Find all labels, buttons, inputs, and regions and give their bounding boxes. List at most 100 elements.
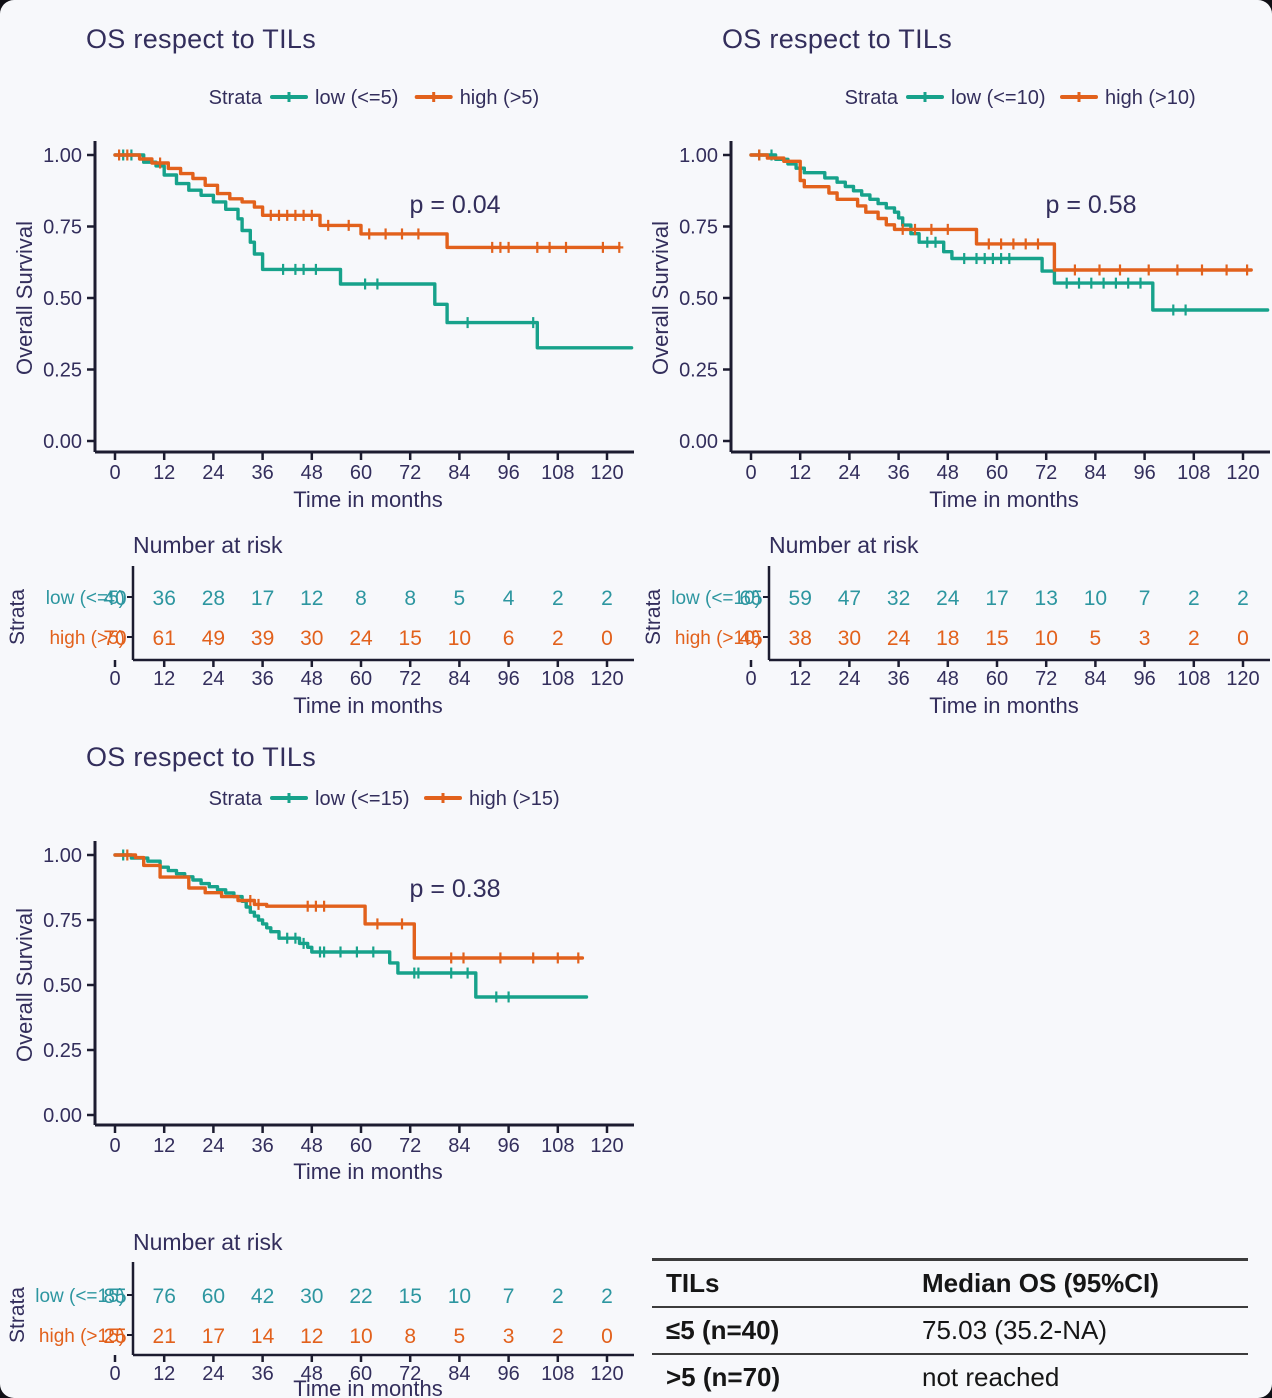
median-os-table-head: TILs Median OS (95%CI) <box>652 1258 1248 1308</box>
risk-strata-axis-title: Strata <box>642 589 665 645</box>
risk-x-tick-label: 24 <box>838 668 860 690</box>
legend-item-low: low (<=10) <box>906 87 1046 109</box>
risk-count: 47 <box>838 587 861 610</box>
x-tick-label: 0 <box>109 462 120 484</box>
risk-count: 8 <box>355 587 367 610</box>
x-tick-label: 12 <box>153 1135 175 1157</box>
risk-x-tick-label: 72 <box>399 668 421 690</box>
risk-x-tick-label: 84 <box>1084 668 1106 690</box>
legend-label: low (<=5) <box>315 87 398 109</box>
legend-item-high: high (>5) <box>414 87 540 109</box>
risk-count: 17 <box>985 587 1008 610</box>
risk-count: 6 <box>503 627 515 650</box>
risk-count: 12 <box>300 1325 323 1348</box>
risk-row-low: low (<=5)40 36 28 17 12 8 8 5 4 2 2 <box>46 587 613 610</box>
x-tick-label: 84 <box>1084 462 1106 484</box>
plot-title: OS respect to TILs <box>86 742 316 772</box>
censor-marks-high <box>755 149 1252 276</box>
risk-row-label: high (>10) <box>675 628 761 649</box>
legend-item-low: low (<=5) <box>270 87 398 109</box>
risk-row-low: low (<=15)85 76 60 42 30 22 15 10 7 2 2 <box>35 1285 613 1308</box>
x-tick-label: 48 <box>301 1135 323 1157</box>
risk-x-tick-label: 12 <box>789 668 811 690</box>
p-value: p = 0.58 <box>1045 191 1136 219</box>
x-axis-title: Time in months <box>293 487 443 512</box>
median-os-table-body: ≤5 (n=40) 75.03 (35.2-NA) >5 (n=70) not rea… <box>652 1307 1248 1398</box>
table-header-cell: Median OS (95%CI) <box>908 1258 1248 1308</box>
x-tick-label: 120 <box>1226 462 1259 484</box>
censor-marks-low <box>119 149 538 329</box>
risk-count: 59 <box>789 587 812 610</box>
x-tick-label: 96 <box>497 462 519 484</box>
risk-count: 10 <box>1084 587 1107 610</box>
km-panel-tils5: Strata low (<=5) high (>5) p = 0.04 1.00 0.75… <box>0 0 636 728</box>
risk-count: 2 <box>1237 587 1249 610</box>
risk-count: 8 <box>404 587 416 610</box>
y-tick-label: 1.00 <box>43 845 82 867</box>
risk-count: 32 <box>887 587 910 610</box>
risk-row-high: high (>10)45 38 30 24 18 15 10 5 3 2 0 <box>675 627 1249 650</box>
legend-label: low (<=10) <box>951 87 1046 109</box>
risk-x-tick-label: 108 <box>1177 668 1210 690</box>
km-plot-tils5: Strata low (<=5) high (>5) p = 0.04 1.00 0.75… <box>6 87 634 718</box>
risk-x-tick-label: 0 <box>109 668 120 690</box>
km-step-line <box>749 153 1270 312</box>
risk-x-tick-label: 120 <box>1226 668 1259 690</box>
risk-count: 30 <box>300 1285 323 1308</box>
risk-count: 21 <box>153 1325 176 1348</box>
risk-x-tick-label: 120 <box>590 668 623 690</box>
risk-x-tick-label: 60 <box>986 668 1008 690</box>
y-tick-label: 0.75 <box>43 910 82 932</box>
censor-marks-low <box>119 849 513 1003</box>
table-row: >5 (n=70) not reached <box>652 1354 1248 1398</box>
risk-x-tick-label: 24 <box>202 668 224 690</box>
risk-count: 10 <box>448 1285 471 1308</box>
y-tick-label: 0.25 <box>679 360 718 382</box>
risk-x-axis-title: Time in months <box>293 1376 443 1398</box>
legend-strata-label: Strata <box>209 788 263 810</box>
risk-count: 24 <box>887 627 911 650</box>
risk-count: 15 <box>399 1285 422 1308</box>
risk-count: 10 <box>349 1325 372 1348</box>
p-value: p = 0.04 <box>409 191 500 219</box>
risk-x-tick-label: 60 <box>350 668 372 690</box>
risk-count: 42 <box>251 1285 274 1308</box>
y-tick-label: 0.00 <box>43 1105 82 1127</box>
x-tick-label: 72 <box>399 462 421 484</box>
x-tick-label: 24 <box>202 462 224 484</box>
x-tick-label: 48 <box>937 462 959 484</box>
risk-x-tick-label: 36 <box>251 668 273 690</box>
risk-x-tick-label: 120 <box>590 1363 623 1385</box>
km-panel-tils10: Strata low (<=10) high (>10) p = 0.58 1.00 0.… <box>636 0 1272 728</box>
risk-count: 17 <box>251 587 274 610</box>
y-axis-title: Overall Survival <box>12 221 37 375</box>
y-tick-label: 0.50 <box>679 288 718 310</box>
risk-count: 39 <box>251 627 274 650</box>
risk-count: 18 <box>936 627 959 650</box>
risk-count: 2 <box>552 587 564 610</box>
risk-count: 3 <box>1139 627 1151 650</box>
legend-item-high: high (>15) <box>424 788 560 810</box>
p-value: p = 0.38 <box>409 875 500 903</box>
risk-x-tick-label: 24 <box>202 1363 224 1385</box>
risk-x-tick-label: 96 <box>497 1363 519 1385</box>
y-tick-label: 1.00 <box>43 145 82 167</box>
table-cell: 75.03 (35.2-NA) <box>908 1307 1248 1355</box>
legend-label: high (>5) <box>460 87 540 109</box>
x-tick-label: 36 <box>887 462 909 484</box>
risk-count: 24 <box>936 587 960 610</box>
risk-count: 2 <box>601 587 613 610</box>
km-step-line <box>113 853 585 960</box>
risk-count: 0 <box>601 1325 613 1348</box>
risk-count: 30 <box>300 627 323 650</box>
legend-item-high: high (>10) <box>1060 87 1196 109</box>
risk-x-tick-label: 48 <box>301 668 323 690</box>
number-at-risk-header: Number at risk <box>769 532 919 558</box>
legend-label: low (<=15) <box>315 788 410 810</box>
risk-count: 49 <box>202 627 225 650</box>
table-header-row: TILs Median OS (95%CI) <box>652 1258 1248 1308</box>
risk-x-tick-label: 0 <box>745 668 756 690</box>
x-tick-label: 36 <box>251 462 273 484</box>
x-tick-label: 60 <box>350 462 372 484</box>
y-tick-label: 0.25 <box>43 360 82 382</box>
